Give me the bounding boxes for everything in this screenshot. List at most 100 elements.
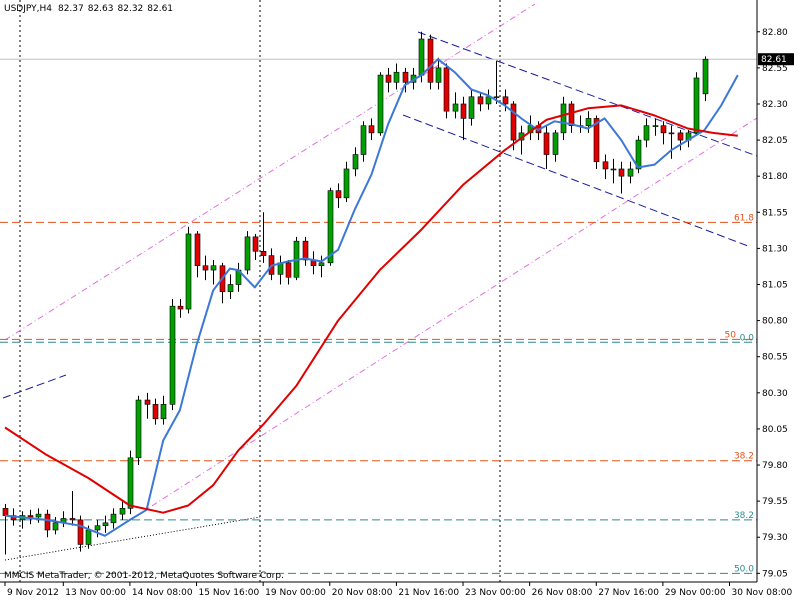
candle-body [252, 236, 259, 252]
candle-body [102, 522, 109, 526]
channel-line [402, 114, 749, 247]
candle-body [152, 404, 159, 420]
y-tick-label: 81.30 [762, 244, 788, 254]
candle-body [244, 236, 251, 271]
y-tick-label: 79.30 [762, 533, 788, 543]
candle-body [643, 125, 650, 141]
level-label: 0.0 [740, 333, 755, 343]
level-label: 50 [725, 330, 737, 340]
candle-body [477, 96, 484, 105]
candle-body [127, 457, 134, 509]
candle-body [177, 305, 184, 310]
candle-body [502, 96, 509, 105]
candle-body [52, 522, 59, 531]
candle-body [668, 132, 675, 135]
candle-body [485, 96, 492, 105]
candle-body [202, 265, 209, 271]
candle-body [2, 508, 9, 516]
candle-body [635, 139, 642, 170]
x-tick-label: 26 Nov 08:00 [532, 588, 593, 598]
candle-body [652, 125, 659, 127]
candle-body [452, 103, 459, 112]
candle-body [352, 154, 359, 170]
y-tick-label: 79.55 [762, 497, 788, 507]
candle-body [460, 103, 467, 119]
y-tick-label: 82.55 [762, 64, 788, 74]
y-tick-label: 79.05 [762, 569, 788, 579]
symbol: USDJPY,H4 [4, 4, 52, 14]
candle-body [385, 74, 392, 83]
candle-body [702, 58, 709, 95]
candle-body [144, 399, 151, 405]
low-value: 82.32 [118, 4, 144, 14]
candle-body [360, 125, 367, 155]
x-tick-label: 30 Nov 08:00 [732, 588, 793, 598]
y-tick-label: 81.55 [762, 208, 788, 218]
candle-body [393, 71, 400, 83]
x-tick-label: 15 Nov 16:00 [199, 588, 260, 598]
pitchfork-line [129, 117, 758, 521]
candle-body [585, 118, 592, 126]
candle-body [119, 508, 126, 515]
candle-body [493, 96, 500, 99]
candle-body [302, 240, 309, 261]
price-box-label: 82.61 [761, 55, 787, 65]
x-tick-label: 14 Nov 08:00 [132, 588, 193, 598]
candle-body [210, 265, 217, 271]
x-tick-label: 9 Nov 2012 [7, 588, 59, 598]
candle-body [443, 67, 450, 112]
candle-body [618, 168, 625, 177]
candle-body [44, 513, 51, 531]
candle-body [85, 529, 92, 545]
candle-body [402, 71, 409, 83]
high-value: 82.63 [88, 4, 114, 14]
candle-body [185, 233, 192, 310]
x-tick-label: 20 Nov 08:00 [332, 588, 393, 598]
x-tick-label: 23 Nov 00:00 [465, 588, 526, 598]
candle-body [627, 168, 634, 177]
pitchfork-line [4, 3, 536, 341]
candle-body [610, 168, 617, 171]
x-tick-label: 27 Nov 16:00 [598, 588, 659, 598]
candle-body [418, 38, 425, 76]
candle-body [227, 284, 234, 293]
candle-body [543, 132, 550, 155]
candle-body [602, 161, 609, 170]
candle-body [377, 74, 384, 134]
y-tick-label: 82.05 [762, 136, 788, 146]
y-tick-label: 79.80 [762, 461, 788, 471]
candle-body [260, 250, 267, 256]
moving-average [4, 104, 738, 514]
candle-body [368, 125, 375, 134]
y-tick-label: 82.30 [762, 100, 788, 110]
candle-body [560, 103, 567, 134]
trend-line [2, 374, 67, 399]
candle-body [552, 132, 559, 155]
candle-body [160, 404, 167, 420]
level-label: 38.2 [734, 452, 754, 462]
open-value: 82.37 [58, 4, 84, 14]
price-box [758, 53, 794, 66]
y-tick-label: 81.05 [762, 281, 788, 291]
candle-body [327, 190, 334, 264]
candle-body [593, 118, 600, 163]
y-tick-label: 80.30 [762, 389, 788, 399]
y-tick-label: 80.80 [762, 317, 788, 327]
candle-body [660, 125, 667, 134]
channel-line [417, 31, 758, 157]
candle-body [510, 103, 517, 141]
candle-body [77, 519, 84, 545]
y-tick-label: 82.80 [762, 28, 788, 38]
y-tick-label: 80.55 [762, 353, 788, 363]
footer: MMCIS MetaTrader, © 2001-2012, MetaQuote… [4, 571, 284, 581]
moving-average [4, 58, 739, 537]
candle-body [194, 233, 201, 267]
candle-body [169, 305, 176, 405]
candle-body [343, 168, 350, 199]
plot-area: 61.8 50 0.0 38.2 38.2 50.0 [0, 0, 758, 582]
candle-body [27, 515, 34, 518]
candle-body [69, 518, 76, 521]
header: USDJPY,H4 82.37 82.63 82.32 82.61 [4, 4, 173, 14]
